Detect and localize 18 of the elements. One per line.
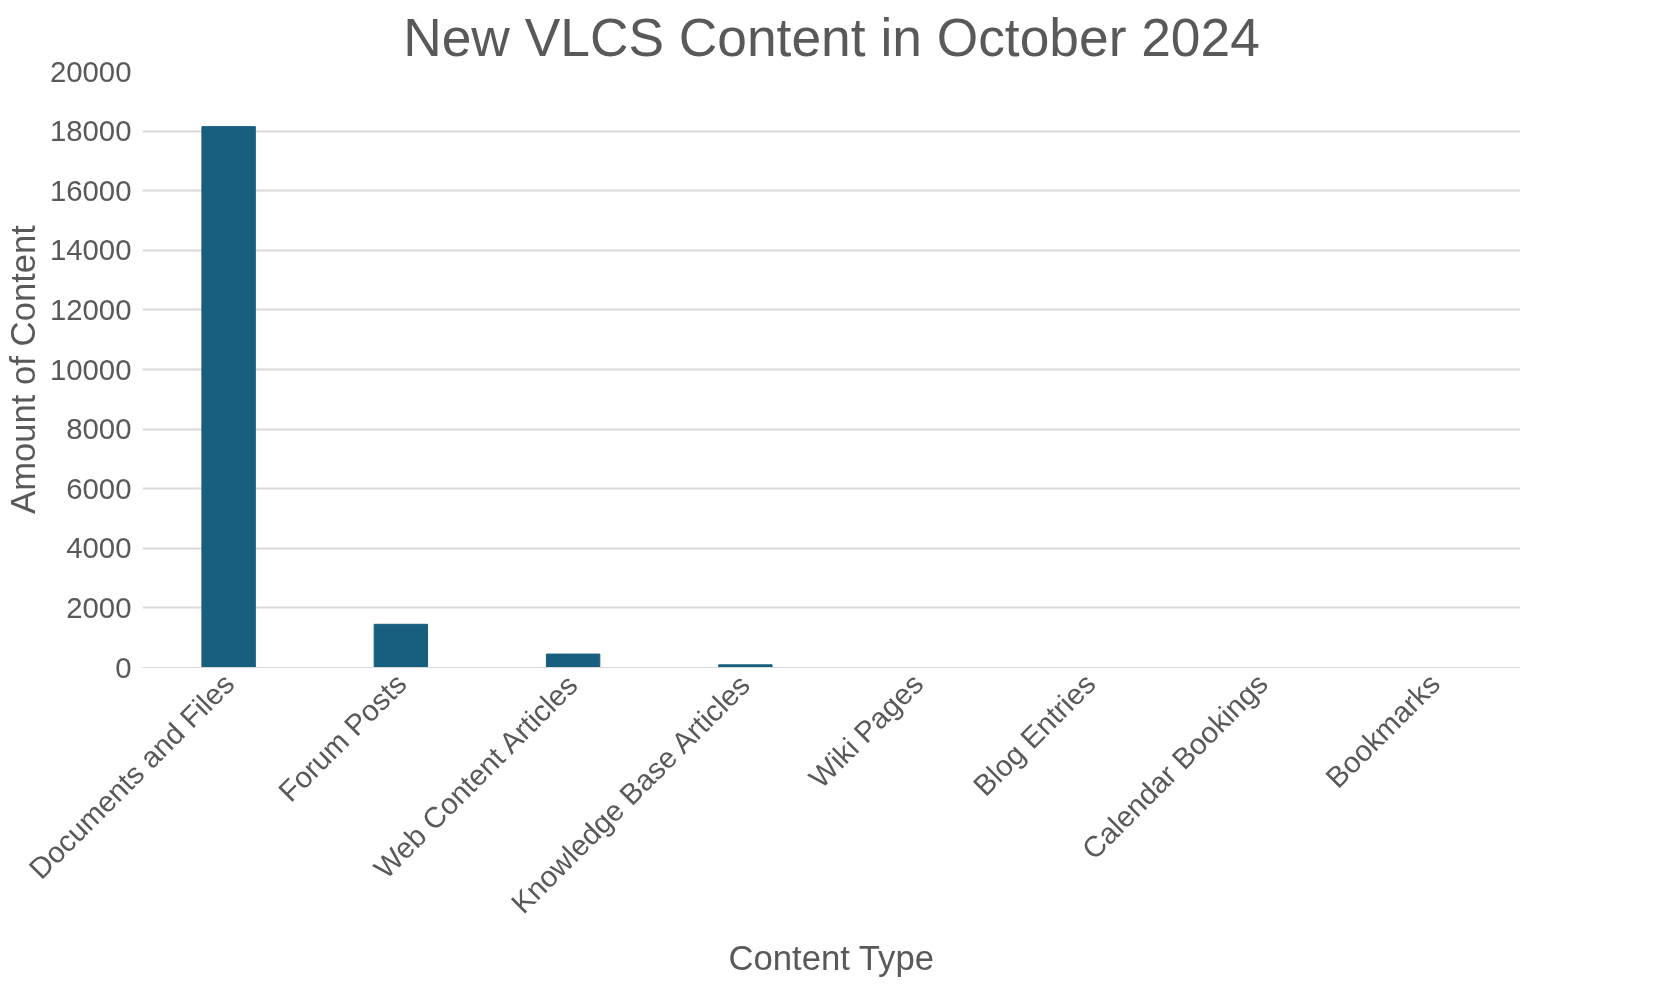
y-tick-label: 6000 (66, 471, 132, 505)
y-tick-label: 12000 (49, 292, 132, 326)
y-tick-label: 0 (115, 650, 132, 684)
bar (545, 653, 601, 668)
bar (718, 664, 773, 668)
x-axis-title: Content Type (728, 939, 934, 978)
y-tick-label: 16000 (49, 173, 132, 207)
y-axis-title: Amount of Content (3, 224, 42, 514)
bar (201, 126, 256, 668)
y-tick-label: 20000 (49, 54, 132, 88)
y-tick-label: 10000 (49, 352, 132, 386)
y-tick-label: 2000 (66, 590, 132, 624)
bar (373, 623, 429, 668)
y-tick-label: 18000 (49, 114, 132, 148)
y-tick-label: 8000 (66, 412, 132, 446)
y-tick-label: 4000 (66, 531, 132, 565)
y-tick-label: 14000 (49, 233, 132, 267)
chart-title: New VLCS Content in October 2024 (403, 7, 1260, 67)
